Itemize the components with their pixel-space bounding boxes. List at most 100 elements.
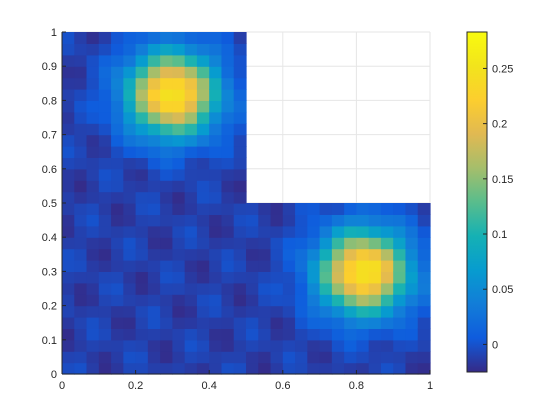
heatmap-cell (209, 271, 223, 284)
heatmap-cell (295, 305, 308, 318)
heatmap-cell (160, 43, 173, 56)
x-tick-label: 0 (59, 380, 65, 392)
heatmap-cell (160, 328, 173, 341)
heatmap-cell (356, 305, 370, 318)
heatmap-cell (246, 248, 259, 261)
heatmap-cell (393, 282, 407, 295)
heatmap-cell (209, 54, 223, 67)
heatmap-cell (147, 214, 161, 227)
heatmap-cell (331, 294, 345, 307)
heatmap-cell (246, 328, 259, 341)
heatmap-cell (98, 191, 112, 204)
heatmap-cell (221, 328, 235, 341)
heatmap-cell (393, 305, 407, 318)
heatmap-cell (356, 339, 370, 352)
heatmap-cell (380, 214, 394, 227)
y-axis-ticks: 0 0.1 0.2 0.3 0.4 0.5 0.6 0.7 0.8 0.9 1 (42, 27, 66, 381)
heatmap-cell (380, 237, 394, 250)
heatmap-cell (209, 111, 223, 124)
heatmap-cell (368, 203, 382, 215)
heatmap-cell (62, 157, 75, 170)
heatmap-cell (209, 100, 223, 113)
heatmap-cell (393, 225, 407, 238)
heatmap-cell (270, 248, 284, 261)
heatmap-cell (380, 351, 394, 364)
heatmap-cell (258, 271, 272, 284)
heatmap-cell (172, 362, 186, 375)
heatmap-cell (135, 32, 149, 44)
heatmap-cell (356, 294, 370, 307)
heatmap-cell (74, 77, 88, 90)
heatmap-cell (86, 260, 100, 272)
heatmap-cell (160, 180, 173, 193)
heatmap-cell (368, 317, 382, 329)
colorbar-tick-label: 0.1 (492, 229, 507, 241)
heatmap-cell (135, 214, 149, 227)
heatmap-cell (233, 191, 247, 204)
heatmap-cell (62, 317, 75, 329)
heatmap-cell (221, 54, 235, 67)
heatmap-cell (295, 351, 308, 364)
heatmap-cell (123, 317, 137, 329)
heatmap-cell (147, 54, 161, 67)
heatmap-cell (62, 146, 75, 158)
heatmap-cell (380, 203, 394, 215)
heatmap-cell (86, 54, 100, 67)
heatmap-cell (98, 77, 112, 90)
heatmap-cell (147, 248, 161, 261)
heatmap-cell (209, 339, 223, 352)
heatmap-cell (417, 203, 431, 215)
heatmap-cell (147, 282, 161, 295)
heatmap-cell (405, 362, 419, 375)
heatmap-cell (184, 123, 198, 136)
heatmap-cell (184, 214, 198, 227)
heatmap-cell (307, 248, 321, 261)
heatmap-cell (344, 260, 357, 272)
heatmap-cell (74, 54, 88, 67)
heatmap-cell (209, 214, 223, 227)
heatmap-cell (307, 203, 321, 215)
heatmap-cell (209, 168, 223, 181)
heatmap-cell (331, 260, 345, 272)
heatmap-cell (368, 339, 382, 352)
heatmap-cell (282, 328, 296, 341)
heatmap-cell (62, 66, 75, 79)
heatmap-cell (417, 362, 431, 375)
heatmap-cell (319, 260, 333, 272)
heatmap-cell (74, 89, 88, 101)
heatmap-cell (393, 237, 407, 250)
heatmap-cell (209, 77, 223, 90)
heatmap-cell (221, 351, 235, 364)
heatmap-cell (74, 225, 88, 238)
heatmap-cell (111, 260, 124, 272)
heatmap-cell (184, 111, 198, 124)
heatmap-cell (196, 351, 210, 364)
heatmap-cell (258, 282, 272, 295)
heatmap-cell (221, 271, 235, 284)
heatmap-cell (147, 111, 161, 124)
heatmap-cell (417, 294, 431, 307)
heatmap-cell (135, 100, 149, 113)
heatmap-cell (221, 294, 235, 307)
heatmap-cell (123, 43, 137, 56)
heatmap-cell (233, 362, 247, 375)
heatmap-cell (344, 362, 357, 375)
heatmap-cell (221, 157, 235, 170)
heatmap-cell (196, 89, 210, 101)
heatmap-cell (147, 77, 161, 90)
heatmap-cell (233, 271, 247, 284)
heatmap-cells (62, 32, 431, 375)
heatmap-cell (160, 282, 173, 295)
heatmap-cell (196, 317, 210, 329)
heatmap-cell (258, 203, 272, 215)
heatmap-cell (209, 248, 223, 261)
heatmap-cell (196, 362, 210, 375)
heatmap-cell (86, 282, 100, 295)
heatmap-cell (319, 351, 333, 364)
heatmap-cell (258, 294, 272, 307)
heatmap-cell (123, 89, 137, 101)
heatmap-cell (184, 32, 198, 44)
heatmap-cell (184, 77, 198, 90)
heatmap-cell (62, 180, 75, 193)
